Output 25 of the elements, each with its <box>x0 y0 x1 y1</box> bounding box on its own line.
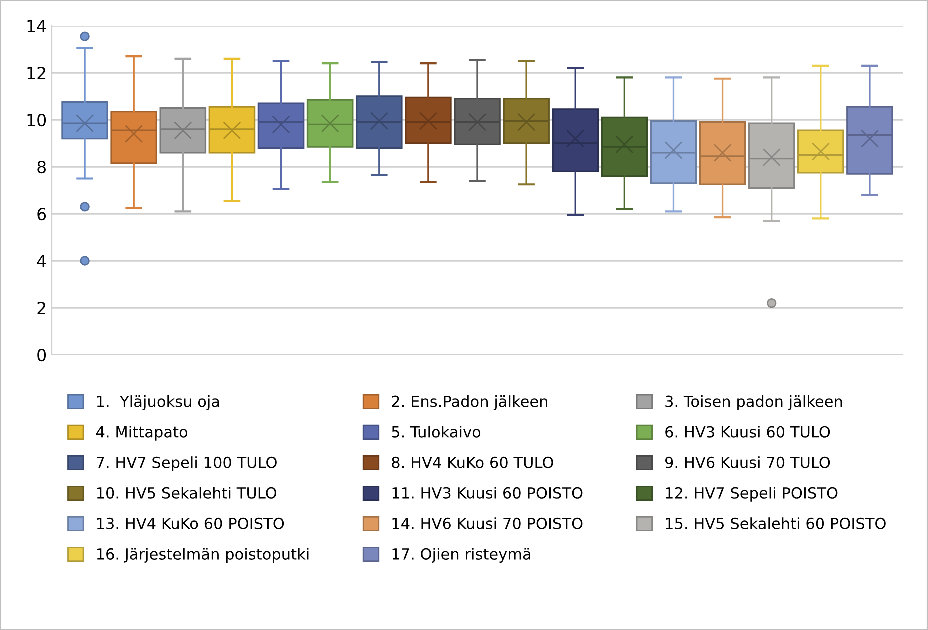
legend-label: 14. HV6 Kuusi 70 POISTO <box>392 518 583 530</box>
y-tick-label: 12 <box>28 66 46 80</box>
y-tick-label: 14 <box>28 20 46 32</box>
legend-label: 9. HV6 Kuusi 70 TULO <box>665 456 830 468</box>
legend-label: 10. HV5 Sekalehti TULO <box>97 487 277 499</box>
legend-label: 3. Toisen padon jälkeen <box>666 396 842 410</box>
legend-label: 7. HV7 Sepeli 100 TULO <box>97 456 277 472</box>
legend-label: 16. Järjestelmän poistoputki <box>97 548 309 563</box>
y-tick-label: 4 <box>37 255 46 268</box>
y-tick-label: 0 <box>38 348 46 362</box>
legend-label: 17. Ojien risteymä <box>392 548 530 563</box>
legend-label: 15. HV5 Sekalehti 60 POISTO <box>666 518 886 530</box>
legend-label: 8. HV4 KuKo 60 TULO <box>392 456 554 468</box>
legend-label: 13. HV4 KuKo 60 POISTO <box>97 518 284 530</box>
y-tick-label: 6 <box>38 208 46 221</box>
y-tick-label: 8 <box>38 160 46 174</box>
legend-label: 12. HV7 Sepeli POISTO <box>666 487 838 502</box>
legend-label: 1. Yläjuoksu oja <box>97 396 220 410</box>
legend-label: 2. Ens.Padon jälkeen <box>392 396 548 410</box>
legend-label: 6. HV3 Kuusi 60 TULO <box>666 426 830 438</box>
y-tick-label: 2 <box>38 302 46 314</box>
legend-label: 4. Mittapato <box>96 426 188 441</box>
legend-label: 5. Tulokaivo <box>392 426 481 438</box>
legend-label: 11. HV3 Kuusi 60 POISTO <box>392 487 583 499</box>
y-tick-label: 10 <box>28 114 46 127</box>
